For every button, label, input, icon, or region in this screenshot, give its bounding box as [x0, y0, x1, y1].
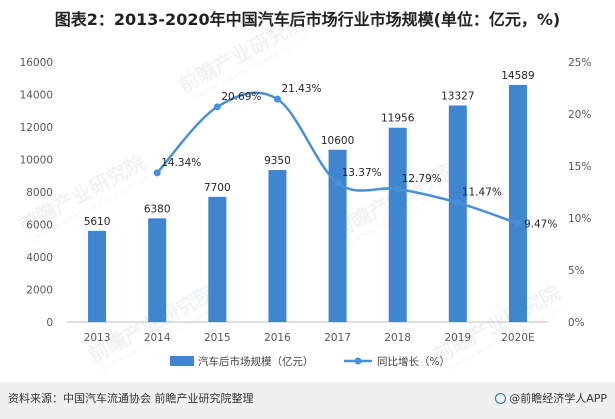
legend: 汽车后市场规模（亿元） 同比增长（%） [170, 355, 450, 368]
x-tick-label: 2016 [264, 332, 291, 344]
bar-value-labels: 5610 6380 7700 9350 10600 11956 13327 14589 [84, 70, 535, 228]
growth-point-2019 [454, 199, 462, 207]
y-right-tick-label: 15% [568, 161, 591, 173]
x-tick-label: 2013 [84, 332, 111, 344]
bar-2020E [508, 84, 527, 323]
x-tick-label: 2017 [324, 332, 351, 344]
source-label: 资料来源： [8, 392, 63, 405]
bar-value-label: 6380 [144, 203, 171, 215]
source-text: 中国汽车流通协会 前瞻产业研究院整理 [63, 392, 254, 405]
growth-value-label: 13.37% [342, 167, 382, 179]
legend-line-label: 同比增长（%） [377, 355, 450, 368]
bar-2014 [148, 218, 167, 322]
bar-2016 [268, 170, 287, 322]
legend-bar-label: 汽车后市场规模（亿元） [198, 355, 314, 368]
bar-2015 [208, 196, 227, 322]
chart-title: 图表2：2013-2020年中国汽车后市场行业市场规模(单位：亿元，%) [54, 10, 561, 29]
y-left-tick-label: 12000 [20, 122, 53, 134]
axes: 0 2000 4000 6000 8000 10000 12000 14000 16000 0% 5… [20, 57, 592, 344]
growth-point-2016 [273, 95, 281, 103]
growth-value-label: 21.43% [281, 83, 321, 95]
growth-line-series [153, 91, 522, 228]
bar-value-label: 5610 [84, 216, 111, 228]
y-left-tick-label: 2000 [26, 285, 53, 297]
bar-value-label: 7700 [204, 182, 231, 194]
growth-value-label: 11.47% [462, 187, 502, 199]
bar-value-label: 13327 [441, 90, 474, 102]
growth-value-label: 9.47% [524, 219, 557, 231]
x-tick-label: 2020E [501, 332, 534, 344]
growth-point-2015 [213, 103, 221, 111]
growth-point-2020E [514, 220, 522, 228]
brand-text: @前瞻经济学人APP [509, 392, 607, 405]
growth-value-label: 20.69% [221, 91, 261, 103]
y-right-tick-label: 0% [568, 317, 585, 329]
growth-value-label: 12.79% [402, 173, 442, 185]
y-left-tick-label: 6000 [26, 220, 53, 232]
bar-value-label: 9350 [264, 155, 291, 167]
bar-2017 [328, 149, 347, 322]
y-left-tick-label: 10000 [20, 155, 53, 167]
x-tick-label: 2018 [384, 332, 411, 344]
growth-value-labels: 14.34% 20.69% 21.43% 13.37% 12.79% 11.47% 9.47… [161, 83, 557, 230]
bar-series [88, 84, 527, 323]
brand: @前瞻经济学人APP [495, 390, 607, 406]
legend-bar-swatch [170, 356, 194, 366]
growth-point-2018 [394, 185, 402, 193]
y-right-tick-label: 25% [568, 57, 591, 69]
y-left-tick-label: 16000 [20, 57, 53, 69]
growth-point-2014 [153, 169, 161, 177]
growth-point-2017 [334, 179, 342, 187]
bar-value-label: 11956 [381, 113, 415, 125]
bar-value-label: 14589 [501, 70, 534, 82]
bar-2019 [448, 105, 467, 322]
y-left-tick-label: 4000 [26, 252, 53, 264]
y-right-tick-label: 10% [568, 213, 591, 225]
y-left-tick-label: 8000 [26, 187, 53, 199]
x-tick-label: 2019 [444, 332, 471, 344]
y-left-tick-label: 14000 [20, 90, 53, 102]
source-note: 资料来源：中国汽车流通协会 前瞻产业研究院整理 [8, 390, 254, 406]
brand-logo-icon [495, 393, 507, 404]
x-tick-label: 2014 [144, 332, 171, 344]
bar-2018 [388, 127, 407, 322]
x-tick-label: 2015 [204, 332, 231, 344]
growth-value-label: 14.34% [161, 157, 201, 169]
bar-2013 [88, 230, 107, 322]
y-left-tick-label: 0 [46, 317, 53, 329]
y-right-tick-label: 5% [568, 265, 585, 277]
legend-line-marker [354, 357, 362, 365]
footer: 资料来源：中国汽车流通协会 前瞻产业研究院整理 @前瞻经济学人APP [0, 382, 615, 419]
bar-value-label: 10600 [321, 135, 354, 147]
y-right-tick-label: 20% [568, 109, 591, 121]
